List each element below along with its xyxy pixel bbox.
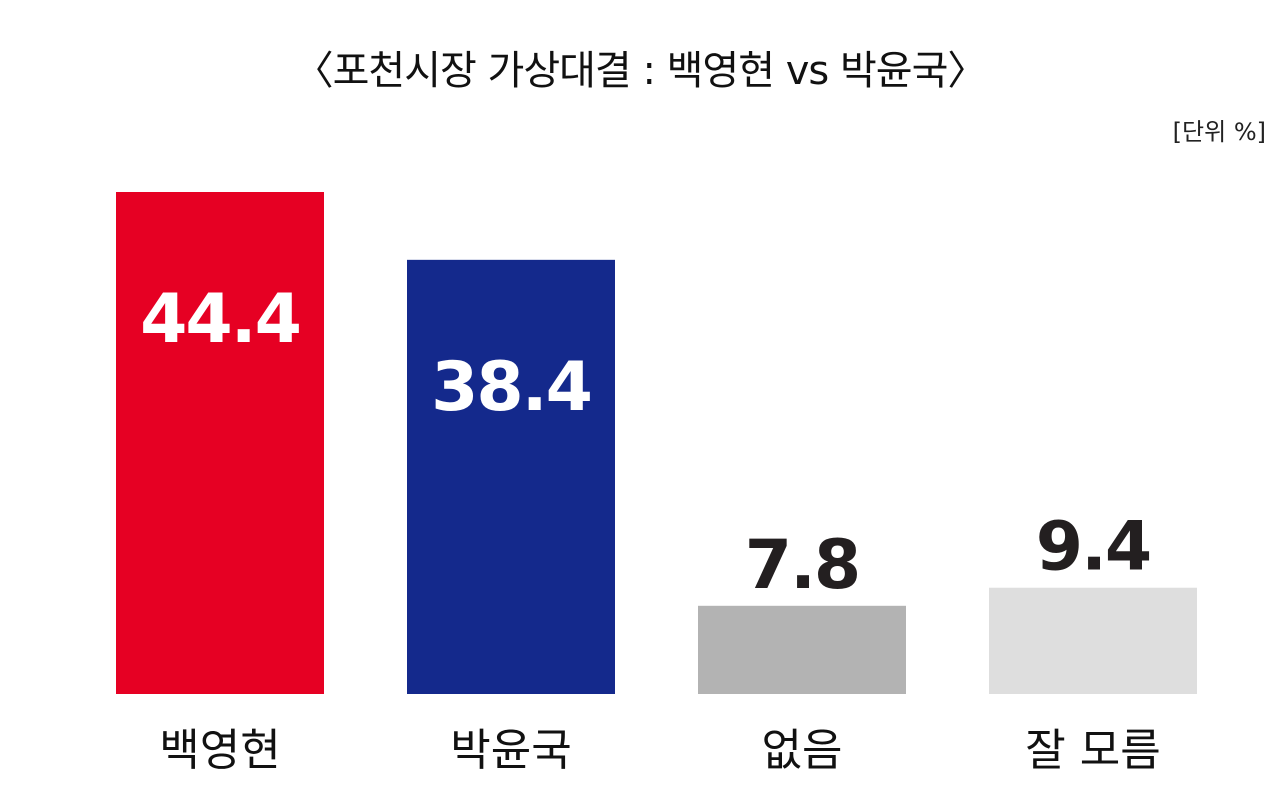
value-label-1: 44.4 — [140, 280, 300, 359]
category-label-3: 없음 — [762, 725, 843, 776]
value-label-3: 7.8 — [745, 526, 859, 605]
bar-3 — [698, 605, 906, 694]
bar-1 — [116, 192, 324, 694]
value-label-2: 38.4 — [431, 348, 591, 427]
category-label-4: 잘 모름 — [1025, 725, 1160, 776]
bar-2 — [407, 259, 615, 694]
category-label-1: 백영현 — [159, 725, 280, 776]
bar-4 — [989, 587, 1197, 694]
category-label-2: 박윤국 — [450, 725, 571, 776]
unit-label: [단위 %] — [1172, 118, 1266, 146]
chart-title: 〈포천시장 가상대결 : 백영현 vs 박윤국〉 — [293, 48, 988, 94]
value-label-4: 9.4 — [1036, 508, 1150, 587]
